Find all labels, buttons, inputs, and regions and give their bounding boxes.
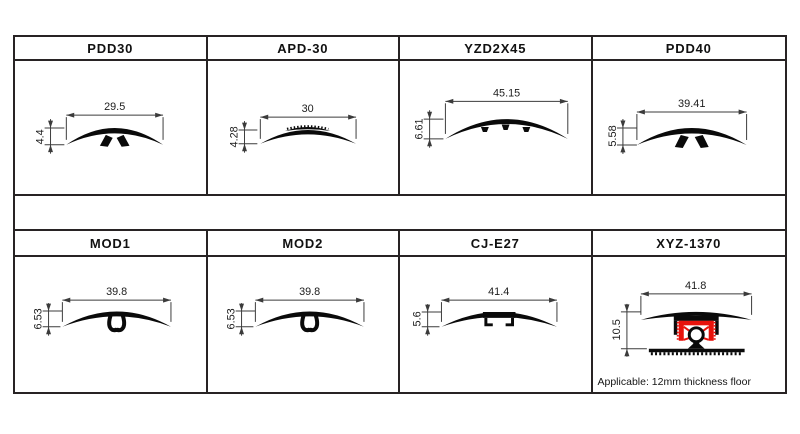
profile-shape [254, 311, 364, 327]
profile-drawing-mod2: 39.8 6.53 [225, 286, 364, 336]
dim-height-label: 6.53 [225, 308, 237, 329]
drawing-cell-pdd30: 29.5 4.4 [15, 61, 208, 194]
red-clip [678, 320, 714, 326]
dim-width-label: 39.41 [678, 98, 705, 110]
clip-pin [687, 326, 705, 344]
dim-height-label: 6.61 [414, 118, 426, 139]
profile-drawing-xyz-1370: 41.8 10.5 [610, 280, 752, 357]
profile-shape [259, 129, 356, 144]
header-cell-pdd30: PDD30 [15, 37, 208, 61]
drawing-cell-yzd2x45: 45.15 6.61 [400, 61, 593, 194]
drawing-cell-mod1: 39.8 6.53 [15, 257, 208, 393]
dim-width-label: 45.15 [493, 87, 520, 99]
profile-table: PDD30 APD-30 YZD2X45 PDD40 29.5 4.4 [13, 35, 787, 394]
profile-drawing-pdd30: 29.5 4.4 [35, 101, 164, 154]
dim-width-label: 29.5 [104, 101, 125, 113]
drawing-cell-xyz-1370: 41.8 10.5 [593, 257, 786, 393]
drawing-cell-pdd40: 39.41 5.58 [593, 61, 786, 194]
profile-drawing-mod1: 39.8 6.53 [33, 286, 172, 336]
dim-height-label: 4.28 [228, 126, 240, 147]
dim-height-label: 5.58 [606, 125, 618, 146]
profile-shape [441, 311, 557, 327]
profile-drawing-pdd40: 39.41 5.58 [606, 98, 747, 154]
dim-height-label: 4.4 [35, 129, 47, 144]
header-cell-pdd40: PDD40 [592, 37, 785, 61]
separator-band [15, 194, 785, 231]
dim-height-label: 10.5 [610, 319, 622, 340]
profile-shape [636, 127, 747, 145]
header-cell-mod1: MOD1 [15, 231, 208, 257]
dim-width-label: 39.8 [299, 286, 320, 298]
header-cell-mod2: MOD2 [207, 231, 400, 257]
drawing-cell-mod2: 39.8 6.53 [208, 257, 400, 393]
dim-width-label: 41.8 [685, 280, 706, 292]
drawing-cell-cj-e27: 41.4 5.6 [400, 257, 593, 393]
drawing-cell-apd-30: 30 4.28 [208, 61, 400, 194]
profile-drawing-apd-30: 30 4.28 [228, 103, 357, 153]
dim-height-label: 6.53 [33, 308, 45, 329]
header-cell-cj-e27: CJ-E27 [400, 231, 593, 257]
dim-height-label: 5.6 [412, 311, 424, 326]
header-cell-apd-30: APD-30 [207, 37, 400, 61]
profile-shape [66, 127, 164, 145]
header-cell-xyz-1370: XYZ-1370 [592, 231, 785, 257]
header-cell-yzd2x45: YZD2X45 [400, 37, 593, 61]
profile-drawing-yzd2x45: 45.15 6.61 [414, 87, 569, 148]
dim-width-label: 30 [301, 103, 313, 115]
dim-width-label: 39.8 [106, 286, 127, 298]
profile-drawing-cj-e27: 41.4 5.6 [412, 286, 558, 336]
profile-shape [62, 311, 171, 327]
note-applicable: Applicable: 12mm thickness floor [597, 375, 752, 388]
base-track [648, 348, 745, 353]
dim-width-label: 41.4 [488, 286, 509, 298]
profile-shape [445, 119, 568, 139]
